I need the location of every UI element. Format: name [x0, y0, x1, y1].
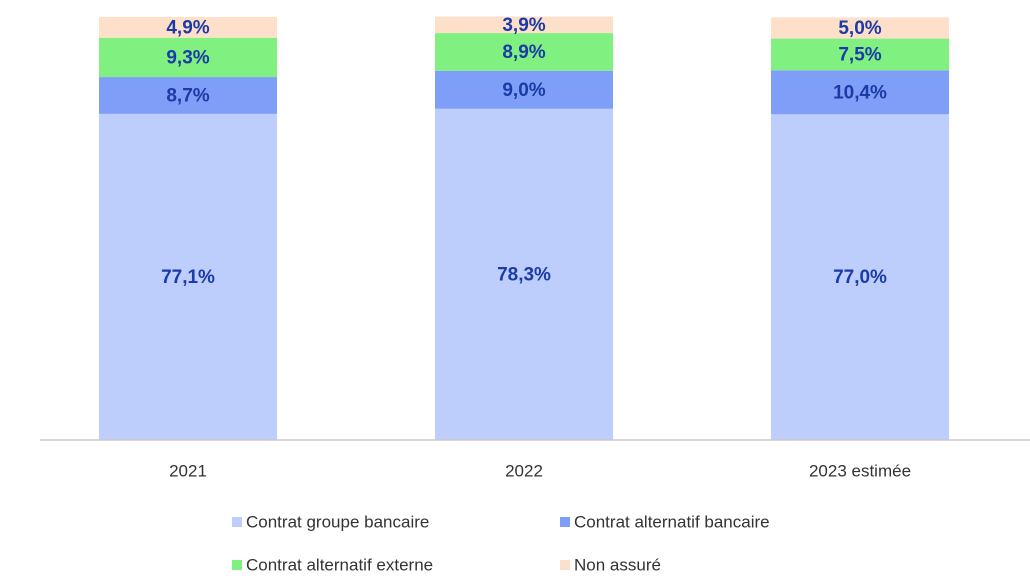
- bar-segment: [99, 17, 277, 38]
- value-label: 77,0%: [833, 267, 887, 288]
- value-label: 78,3%: [497, 264, 551, 285]
- legend-swatch: [560, 560, 570, 570]
- legend-swatch: [232, 517, 242, 527]
- legend-label: Contrat alternatif externe: [246, 555, 433, 574]
- legend-swatch: [232, 560, 242, 570]
- bar-segment: [99, 113, 277, 440]
- value-label: 8,7%: [166, 85, 209, 106]
- x-tick-label: 2022: [505, 461, 543, 480]
- value-label: 4,9%: [166, 17, 209, 38]
- bar-segment: [771, 38, 949, 71]
- bar-segment: [99, 37, 277, 78]
- legend-swatch: [560, 517, 570, 527]
- value-label: 77,1%: [161, 267, 215, 288]
- value-label: 9,3%: [166, 47, 209, 68]
- legend-label: Contrat groupe bancaire: [246, 512, 429, 531]
- value-label: 7,5%: [838, 44, 881, 65]
- value-label: 8,9%: [502, 42, 545, 63]
- bar-segment: [771, 70, 949, 115]
- bar-segment: [99, 77, 277, 114]
- x-tick-label: 2023 estimée: [809, 461, 911, 480]
- value-label: 10,4%: [833, 82, 887, 103]
- value-label: 5,0%: [838, 18, 881, 39]
- bar-segment: [435, 70, 613, 109]
- bar-segment: [435, 16, 613, 34]
- x-tick-label: 2021: [169, 461, 207, 480]
- bar-segment: [435, 108, 613, 440]
- value-label: 3,9%: [502, 15, 545, 36]
- bar-segment: [771, 114, 949, 440]
- legend-label: Contrat alternatif bancaire: [574, 512, 770, 531]
- bar-segment: [435, 33, 613, 71]
- value-label: 9,0%: [502, 80, 545, 101]
- legend-label: Non assuré: [574, 555, 661, 574]
- bar-segment: [771, 17, 949, 39]
